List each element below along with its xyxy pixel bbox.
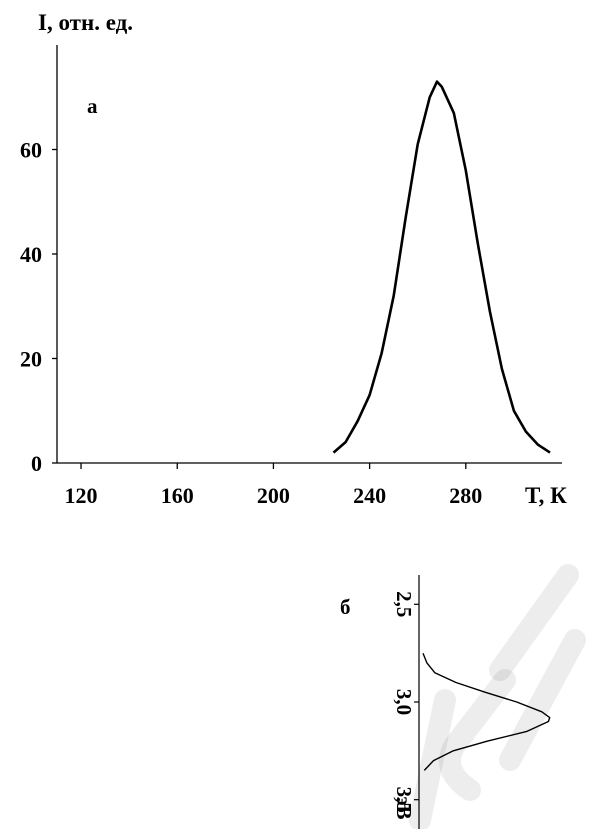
y-tick-label: 60 bbox=[20, 138, 42, 163]
x-axis-label: T, К bbox=[525, 483, 567, 508]
y-tick-label: 0 bbox=[31, 451, 42, 476]
x-tick-label: 240 bbox=[353, 483, 386, 508]
y-tick-label: 20 bbox=[20, 347, 42, 372]
x-tick-label: 120 bbox=[65, 483, 98, 508]
axes-a bbox=[56, 45, 562, 464]
ticks-a: 120 160 200 240 280 0 20 40 60 bbox=[20, 138, 482, 509]
panel-a-chart: I, отн. ед. а T, К 120 160 200 240 280 0 20 40 6… bbox=[20, 10, 567, 508]
panel-label-b: б bbox=[340, 595, 351, 619]
ticks-b: 2,5 3,0 3,5 bbox=[392, 591, 419, 813]
series-a bbox=[332, 80, 551, 454]
panel-label-a: а bbox=[87, 94, 98, 118]
x-tick-label: 160 bbox=[161, 483, 194, 508]
y-axis-label: I, отн. ед. bbox=[38, 10, 133, 35]
panel-b-chart: б 2,5 3,0 3,5 эВ bbox=[340, 575, 551, 829]
series-b bbox=[422, 652, 551, 771]
energy-tick-label: 2,5 bbox=[392, 591, 416, 617]
axis-unit-label-b: эВ bbox=[392, 796, 416, 819]
x-tick-label: 200 bbox=[257, 483, 290, 508]
x-tick-label: 280 bbox=[449, 483, 482, 508]
series-line-a bbox=[332, 80, 551, 454]
y-tick-label: 40 bbox=[20, 242, 42, 267]
energy-tick-label: 3,0 bbox=[392, 689, 416, 715]
series-line-b bbox=[422, 652, 551, 771]
energy-tick-label: 3,5 bbox=[392, 787, 416, 813]
